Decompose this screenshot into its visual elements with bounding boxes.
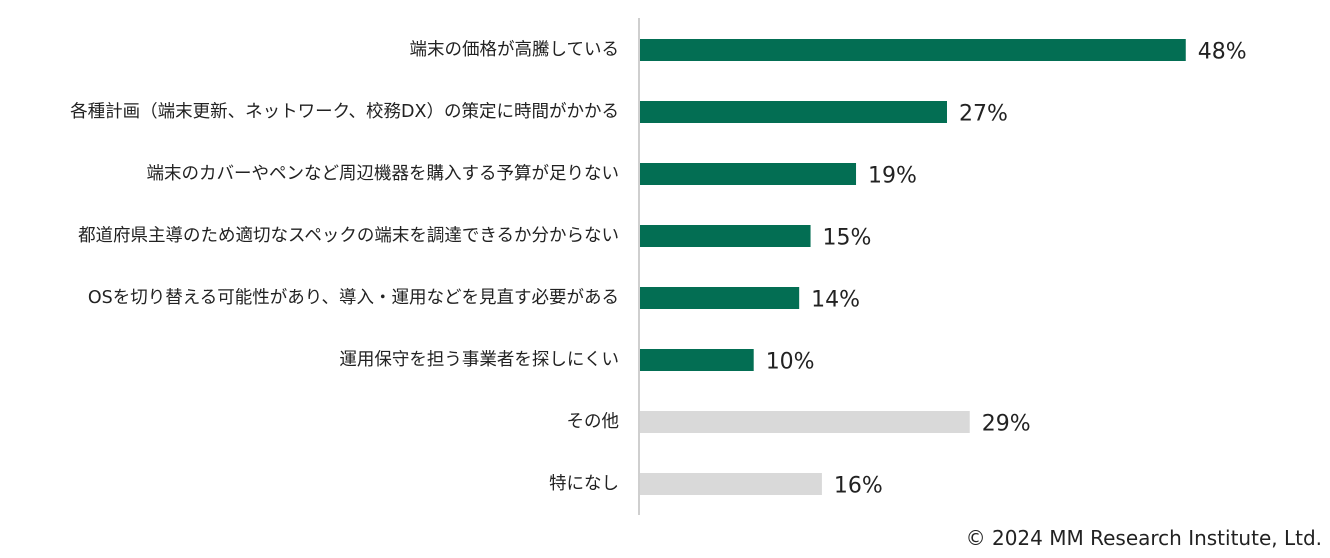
value-label: 48%	[1198, 40, 1247, 65]
bar	[640, 163, 857, 185]
value-label: 29%	[982, 412, 1031, 437]
bar	[640, 225, 811, 247]
category-label: 特になし	[549, 474, 619, 494]
bar	[640, 287, 800, 309]
bar	[640, 411, 970, 433]
category-label: 端末のカバーやペンなど周辺機器を購入する予算が足りない	[147, 164, 620, 184]
value-label: 14%	[811, 288, 860, 313]
value-label: 19%	[868, 164, 917, 189]
value-label: 15%	[823, 226, 872, 251]
category-label: 都道府県主導のため適切なスペックの端末を調達できるか分からない	[78, 226, 619, 246]
category-label: 端末の価格が高騰している	[410, 40, 619, 60]
value-label: 16%	[834, 474, 883, 499]
bar	[640, 349, 754, 371]
copyright-notice: © 2024 MM Research Institute, Ltd.	[965, 526, 1322, 550]
category-label: その他	[567, 412, 620, 432]
category-label: 運用保守を担う事業者を探しにくい	[339, 350, 619, 370]
bar	[640, 101, 947, 123]
value-label: 27%	[959, 102, 1008, 127]
value-label: 10%	[766, 350, 815, 375]
category-label: 各種計画（端末更新、ネットワーク、校務DX）の策定に時間がかかる	[70, 102, 619, 122]
bar	[640, 39, 1186, 61]
category-label: OSを切り替える可能性があり、導入・運用などを見直す必要がある	[88, 288, 619, 308]
bar	[640, 473, 822, 495]
